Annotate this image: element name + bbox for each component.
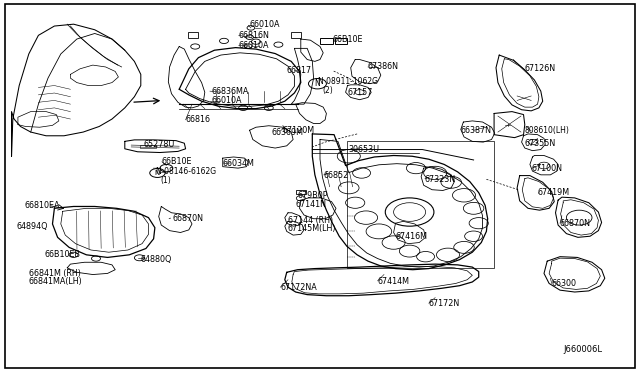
Text: 66034M: 66034M (223, 159, 255, 168)
Text: 66852: 66852 (324, 171, 349, 180)
Text: N 08911-1062G: N 08911-1062G (318, 77, 378, 86)
Text: 66870N: 66870N (560, 219, 591, 228)
Bar (296, 190, 306, 194)
Text: (1): (1) (160, 176, 171, 185)
Bar (140, 145, 156, 148)
Text: 65278U: 65278U (144, 140, 175, 149)
Text: N: N (315, 79, 320, 88)
Text: 67355N: 67355N (525, 140, 556, 148)
Text: 67416M: 67416M (396, 232, 428, 241)
Text: 64894Q: 64894Q (17, 222, 48, 231)
Text: N 08146-6162G: N 08146-6162G (156, 167, 216, 176)
Text: J660006L: J660006L (563, 345, 602, 354)
Text: 66300: 66300 (552, 279, 577, 288)
Text: 66387N: 66387N (461, 126, 492, 135)
Text: 64880Q: 64880Q (141, 255, 172, 264)
Text: 67323N: 67323N (425, 175, 456, 184)
Bar (335, 38, 347, 44)
Text: 67144 (RH): 67144 (RH) (288, 216, 333, 225)
Text: 66836MA: 66836MA (211, 87, 248, 96)
Text: 67157: 67157 (348, 88, 373, 97)
Bar (291, 32, 301, 38)
Text: 67172N: 67172N (429, 299, 460, 308)
Text: 66B10E: 66B10E (333, 35, 364, 44)
Text: 67120M: 67120M (283, 126, 315, 135)
Text: 66010A: 66010A (239, 41, 269, 50)
Text: 30653U: 30653U (349, 145, 380, 154)
Text: 67100N: 67100N (531, 164, 562, 173)
Text: 66010A: 66010A (250, 20, 280, 29)
Text: 679B0P: 679B0P (298, 191, 328, 200)
Text: 67126N: 67126N (525, 64, 556, 73)
Bar (347, 141, 494, 268)
Text: 66816N: 66816N (239, 31, 269, 40)
Text: 67386N: 67386N (368, 62, 399, 71)
Text: 66870N: 66870N (173, 214, 204, 223)
Text: 66B10EB: 66B10EB (45, 250, 81, 259)
Text: (2): (2) (322, 86, 333, 94)
Bar (320, 38, 333, 44)
Text: 66841MA(LH): 66841MA(LH) (29, 277, 83, 286)
Text: 66369M: 66369M (272, 128, 304, 137)
Text: 66817: 66817 (287, 66, 312, 75)
Text: 67419M: 67419M (538, 188, 570, 197)
Text: 66841M (RH): 66841M (RH) (29, 269, 81, 278)
Text: 67145M(LH): 67145M(LH) (288, 224, 337, 233)
Text: 808610(LH): 808610(LH) (525, 126, 570, 135)
Text: 67141N: 67141N (296, 201, 326, 209)
Text: 67172NA: 67172NA (280, 283, 317, 292)
Text: 67414M: 67414M (378, 277, 410, 286)
Text: 66810EA: 66810EA (24, 201, 60, 210)
Bar (188, 32, 198, 38)
Text: 66B10E: 66B10E (162, 157, 193, 166)
Text: 66816: 66816 (186, 115, 211, 124)
Text: N: N (155, 170, 160, 176)
Text: 66010A: 66010A (211, 96, 242, 105)
